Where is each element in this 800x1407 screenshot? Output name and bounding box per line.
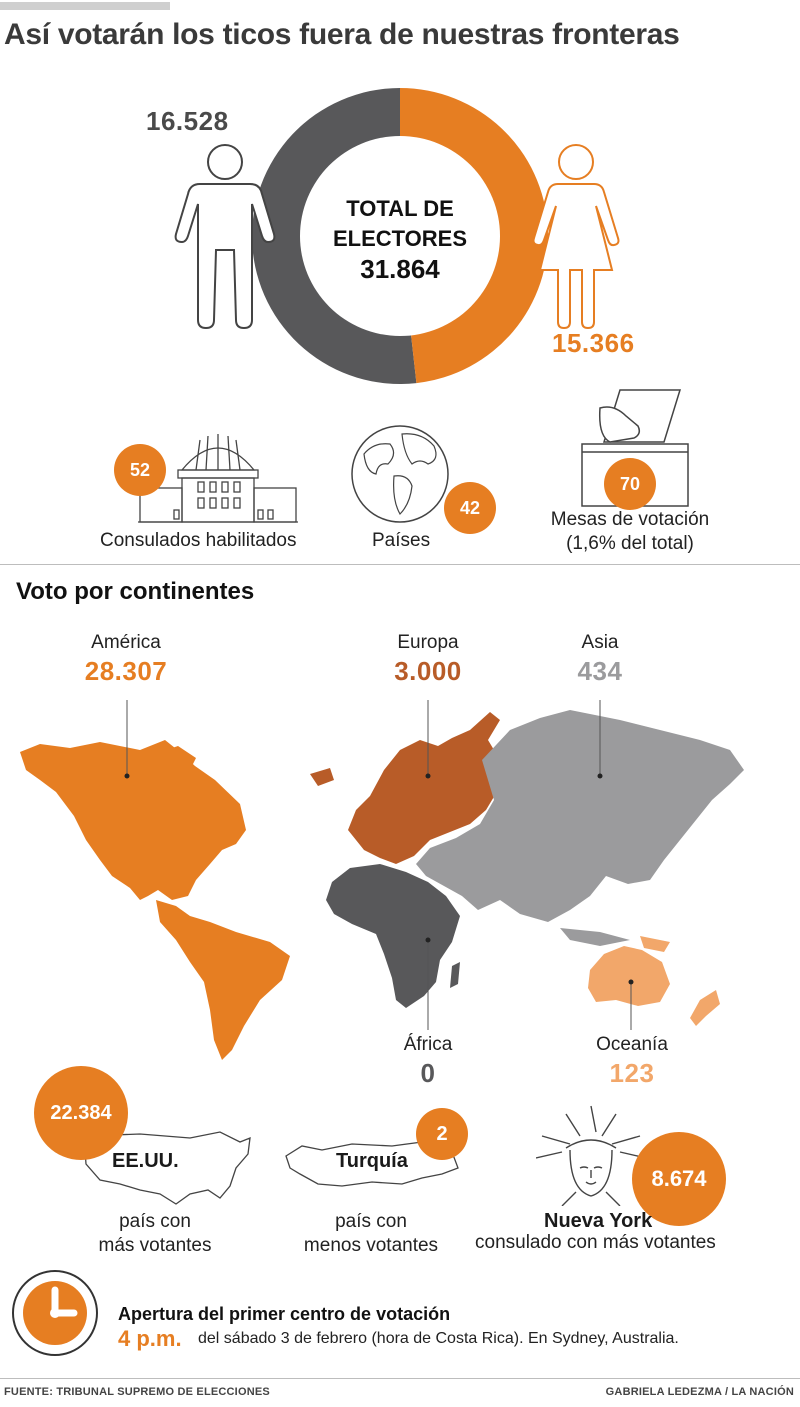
map-europa — [310, 712, 500, 864]
opening-title: Apertura del primer centro de votación — [118, 1304, 451, 1324]
donut-hole — [300, 136, 500, 336]
section-title: Voto por continentes — [16, 578, 255, 605]
total-line1: TOTAL DE — [346, 196, 454, 221]
america-dot — [124, 773, 130, 779]
globe-icon — [351, 425, 449, 523]
mesas-badge: 70 — [604, 458, 656, 510]
america-label: América — [91, 632, 161, 653]
ny-badge: 8.674 — [632, 1132, 726, 1226]
asia-value: 434 — [577, 656, 623, 686]
oceania-dot — [628, 979, 634, 985]
total-line2: ELECTORES — [332, 226, 468, 251]
africa-value: 0 — [420, 1058, 436, 1088]
turquia-badge: 2 — [416, 1108, 468, 1160]
statue-of-liberty-icon — [536, 1105, 646, 1206]
usa-desc-line1: país con — [119, 1211, 191, 1232]
page-title: Así votarán los ticos fuera de nuestras … — [4, 18, 680, 51]
usa-badge: 22.384 — [34, 1066, 128, 1160]
footer-divider — [0, 1378, 800, 1379]
consulate-building-icon — [138, 434, 298, 523]
map-america — [20, 740, 290, 1060]
total-value: 31.864 — [360, 254, 440, 284]
section-divider — [0, 564, 800, 565]
oceania-value: 123 — [609, 1058, 655, 1088]
paises-badge: 42 — [444, 482, 496, 534]
men-count: 16.528 — [146, 106, 229, 136]
world-map — [20, 700, 744, 1060]
turkey-map-icon — [285, 1141, 459, 1187]
mesas-label: Mesas de votación (1,6% del total) — [540, 508, 720, 556]
top-accent-bar — [0, 2, 170, 10]
map-asia — [416, 710, 744, 946]
ny-name: Nueva York — [544, 1210, 653, 1232]
woman-icon — [532, 144, 620, 330]
opening-time: 4 p.m. — [118, 1326, 182, 1351]
donut-center-label: TOTAL DE ELECTORES 31.864 — [300, 194, 500, 284]
turquia-desc-line2: menos votantes — [303, 1235, 439, 1256]
consulados-label: Consulados habilitados — [100, 530, 297, 551]
map-oceania — [588, 936, 720, 1026]
footer-credit: GABRIELA LEDEZMA / LA NACIÓN — [605, 1386, 794, 1398]
africa-dot — [425, 937, 431, 943]
electors-donut — [252, 88, 549, 384]
ny-desc: consulado con más votantes — [475, 1232, 716, 1253]
europa-label: Europa — [397, 632, 459, 653]
europa-dot — [425, 773, 431, 779]
africa-label: África — [403, 1034, 453, 1055]
mesas-label-line1: Mesas de votación — [550, 509, 710, 530]
usa-desc-line2: más votantes — [98, 1235, 212, 1256]
women-count: 15.366 — [552, 328, 635, 358]
usa-desc: país con más votantes — [60, 1210, 250, 1258]
usa-map-icon — [83, 1131, 251, 1205]
footer-source: FUENTE: TRIBUNAL SUPREMO DE ELECCIONES — [4, 1386, 270, 1398]
turquia-desc-line1: país con — [335, 1211, 407, 1232]
paises-label: Países — [372, 530, 431, 551]
consulados-badge: 52 — [114, 444, 166, 496]
man-icon — [174, 144, 276, 330]
clock-icon — [12, 1270, 98, 1356]
asia-dot — [597, 773, 603, 779]
oceania-label: Oceanía — [596, 1034, 668, 1055]
opening-detail: del sábado 3 de febrero (hora de Costa R… — [198, 1330, 679, 1347]
america-value: 28.307 — [84, 656, 168, 686]
mesas-label-line2: (1,6% del total) — [566, 533, 694, 554]
europa-value: 3.000 — [394, 656, 462, 686]
turquia-desc: país con menos votantes — [276, 1210, 466, 1258]
asia-label: Asia — [581, 632, 619, 653]
map-africa — [326, 864, 460, 1008]
turquia-name: Turquía — [336, 1150, 408, 1172]
usa-name: EE.UU. — [112, 1150, 179, 1172]
